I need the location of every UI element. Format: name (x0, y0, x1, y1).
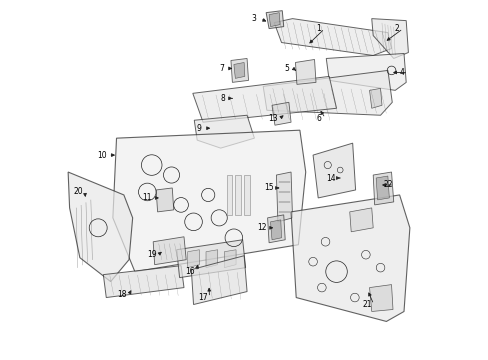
Polygon shape (312, 143, 355, 198)
Polygon shape (224, 250, 236, 268)
Text: 11: 11 (142, 193, 152, 202)
Text: 22: 22 (382, 180, 392, 189)
Text: 7: 7 (219, 64, 224, 73)
Polygon shape (235, 175, 241, 215)
Text: 10: 10 (97, 150, 106, 159)
Polygon shape (369, 285, 392, 311)
Polygon shape (290, 195, 409, 321)
Polygon shape (226, 175, 232, 215)
Polygon shape (113, 130, 305, 272)
Polygon shape (372, 172, 393, 205)
Text: 9: 9 (196, 124, 201, 133)
Text: 12: 12 (257, 223, 266, 232)
Polygon shape (153, 237, 186, 265)
Text: 3: 3 (251, 14, 256, 23)
Text: 20: 20 (73, 188, 83, 197)
Text: 4: 4 (399, 68, 404, 77)
Polygon shape (263, 71, 391, 115)
Polygon shape (295, 59, 315, 84)
Text: 18: 18 (118, 290, 127, 299)
Polygon shape (176, 240, 245, 278)
Polygon shape (325, 54, 406, 90)
Text: 16: 16 (184, 267, 194, 276)
Text: 6: 6 (316, 114, 321, 123)
Polygon shape (375, 176, 388, 200)
Polygon shape (194, 115, 254, 148)
Polygon shape (103, 266, 183, 298)
Text: 13: 13 (268, 114, 278, 123)
Polygon shape (191, 256, 246, 305)
Polygon shape (349, 208, 372, 232)
Text: 2: 2 (393, 24, 398, 33)
Text: 14: 14 (325, 174, 335, 183)
Polygon shape (369, 88, 381, 108)
Text: 8: 8 (220, 94, 225, 103)
Text: 15: 15 (264, 184, 273, 193)
Polygon shape (270, 220, 281, 240)
Polygon shape (192, 76, 336, 122)
Polygon shape (230, 58, 248, 82)
Text: 19: 19 (146, 250, 156, 259)
Polygon shape (205, 250, 217, 268)
Polygon shape (274, 19, 391, 55)
Polygon shape (268, 13, 280, 27)
Polygon shape (233, 62, 244, 78)
Polygon shape (244, 175, 249, 215)
Polygon shape (276, 172, 292, 222)
Polygon shape (156, 188, 173, 212)
Text: 5: 5 (284, 64, 288, 73)
Polygon shape (265, 11, 283, 28)
Polygon shape (267, 215, 285, 243)
Text: 1: 1 (315, 24, 320, 33)
Text: 21: 21 (362, 300, 371, 309)
Polygon shape (371, 19, 407, 58)
Polygon shape (68, 172, 132, 282)
Polygon shape (187, 250, 199, 268)
Text: 17: 17 (198, 293, 207, 302)
Polygon shape (271, 102, 290, 125)
